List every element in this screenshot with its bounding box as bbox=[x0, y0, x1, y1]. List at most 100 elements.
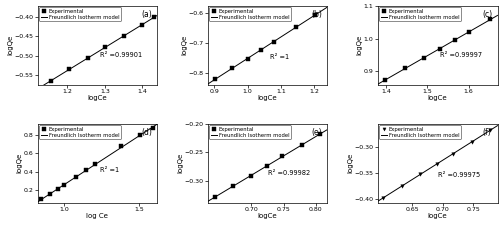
Experimental bbox=[380, 197, 386, 199]
Experimental bbox=[264, 165, 270, 167]
Experimental bbox=[38, 198, 44, 201]
Freundlich Isotherm model bbox=[40, 197, 46, 200]
Freundlich Isotherm model bbox=[148, 18, 154, 20]
Experimental bbox=[84, 169, 89, 172]
Line: Freundlich Isotherm model: Freundlich Isotherm model bbox=[378, 126, 498, 201]
Experimental bbox=[212, 196, 218, 198]
Freundlich Isotherm model bbox=[42, 83, 48, 86]
Freundlich Isotherm model bbox=[40, 85, 46, 87]
Freundlich Isotherm model bbox=[210, 197, 216, 200]
Experimental bbox=[402, 67, 408, 69]
Experimental bbox=[271, 41, 277, 43]
Freundlich Isotherm model bbox=[374, 83, 380, 86]
Line: Freundlich Isotherm model: Freundlich Isotherm model bbox=[208, 7, 328, 84]
X-axis label: logCe: logCe bbox=[428, 95, 448, 101]
Freundlich Isotherm model bbox=[57, 186, 63, 189]
Freundlich Isotherm model bbox=[236, 181, 242, 184]
Freundlich Isotherm model bbox=[324, 6, 330, 8]
Y-axis label: logQe: logQe bbox=[356, 35, 362, 55]
Freundlich Isotherm model bbox=[318, 10, 324, 12]
Text: (f): (f) bbox=[482, 128, 490, 137]
Freundlich Isotherm model bbox=[314, 134, 320, 137]
Text: (e): (e) bbox=[312, 128, 322, 137]
Experimental bbox=[316, 133, 322, 136]
Experimental bbox=[66, 68, 72, 71]
Experimental bbox=[74, 176, 80, 178]
Line: Experimental: Experimental bbox=[214, 13, 317, 80]
Y-axis label: logQe: logQe bbox=[181, 35, 187, 55]
Experimental bbox=[248, 174, 254, 177]
Experimental bbox=[418, 173, 424, 176]
Freundlich Isotherm model bbox=[204, 200, 210, 203]
Freundlich Isotherm model bbox=[488, 18, 494, 20]
Text: R² =1: R² =1 bbox=[100, 166, 119, 173]
Freundlich Isotherm model bbox=[66, 180, 72, 183]
Freundlich Isotherm model bbox=[154, 123, 160, 125]
Experimental bbox=[466, 30, 472, 33]
Text: (c): (c) bbox=[482, 10, 492, 19]
Legend: Experimental, Freundlich Isotherm model: Experimental, Freundlich Isotherm model bbox=[380, 7, 461, 21]
Freundlich Isotherm model bbox=[212, 78, 218, 81]
X-axis label: log Ce: log Ce bbox=[86, 213, 108, 219]
Experimental bbox=[62, 183, 68, 186]
Freundlich Isotherm model bbox=[148, 127, 154, 129]
Freundlich Isotherm model bbox=[406, 180, 412, 183]
Legend: Experimental, Freundlich Isotherm model: Experimental, Freundlich Isotherm model bbox=[209, 7, 291, 21]
Experimental bbox=[437, 48, 443, 50]
Experimental bbox=[450, 153, 456, 156]
Experimental bbox=[244, 58, 250, 61]
Experimental bbox=[151, 16, 157, 19]
Experimental bbox=[452, 38, 458, 41]
Text: R² =0.99997: R² =0.99997 bbox=[440, 52, 482, 57]
Experimental bbox=[122, 34, 128, 37]
Freundlich Isotherm model bbox=[494, 14, 500, 17]
Freundlich Isotherm model bbox=[380, 197, 386, 200]
Freundlich Isotherm model bbox=[34, 201, 40, 203]
Freundlich Isotherm model bbox=[154, 14, 160, 17]
Freundlich Isotherm model bbox=[324, 128, 330, 131]
Experimental bbox=[102, 46, 108, 49]
Experimental bbox=[399, 184, 405, 187]
Experimental bbox=[258, 49, 264, 51]
Text: (d): (d) bbox=[142, 128, 152, 137]
Experimental bbox=[85, 56, 91, 59]
Freundlich Isotherm model bbox=[227, 187, 233, 189]
Line: Freundlich Isotherm model: Freundlich Isotherm model bbox=[208, 130, 328, 202]
Freundlich Isotherm model bbox=[66, 68, 72, 71]
Freundlich Isotherm model bbox=[144, 20, 150, 23]
Experimental bbox=[298, 144, 304, 146]
Experimental bbox=[280, 155, 285, 158]
Line: Experimental: Experimental bbox=[49, 16, 156, 83]
Freundlich Isotherm model bbox=[380, 80, 386, 83]
Freundlich Isotherm model bbox=[34, 87, 40, 90]
Experimental bbox=[488, 17, 494, 20]
X-axis label: logCe: logCe bbox=[88, 95, 107, 101]
Freundlich Isotherm model bbox=[227, 68, 233, 71]
Freundlich Isotherm model bbox=[397, 70, 403, 73]
Text: R² =0.99975: R² =0.99975 bbox=[438, 172, 480, 178]
Freundlich Isotherm model bbox=[57, 74, 63, 77]
Experimental bbox=[229, 67, 235, 70]
X-axis label: logCe: logCe bbox=[428, 213, 448, 219]
Freundlich Isotherm model bbox=[314, 12, 320, 15]
Experimental bbox=[487, 129, 493, 131]
Experimental bbox=[230, 185, 236, 188]
Freundlich Isotherm model bbox=[236, 62, 242, 65]
Legend: Experimental, Freundlich Isotherm model: Experimental, Freundlich Isotherm model bbox=[39, 7, 121, 21]
Freundlich Isotherm model bbox=[382, 79, 388, 82]
Line: Experimental: Experimental bbox=[40, 126, 154, 201]
Experimental bbox=[92, 163, 98, 166]
Line: Freundlich Isotherm model: Freundlich Isotherm model bbox=[38, 15, 158, 89]
Y-axis label: logQe: logQe bbox=[7, 35, 13, 55]
Text: R² =0.99901: R² =0.99901 bbox=[100, 52, 142, 57]
Text: R² =0.99982: R² =0.99982 bbox=[268, 170, 310, 176]
Experimental bbox=[138, 24, 144, 27]
Experimental bbox=[293, 25, 299, 28]
Experimental bbox=[212, 77, 218, 80]
Experimental bbox=[469, 141, 475, 143]
Freundlich Isotherm model bbox=[382, 195, 388, 198]
Line: Experimental: Experimental bbox=[213, 132, 322, 199]
Experimental bbox=[150, 126, 156, 129]
Line: Experimental: Experimental bbox=[384, 17, 492, 81]
Freundlich Isotherm model bbox=[204, 83, 210, 85]
